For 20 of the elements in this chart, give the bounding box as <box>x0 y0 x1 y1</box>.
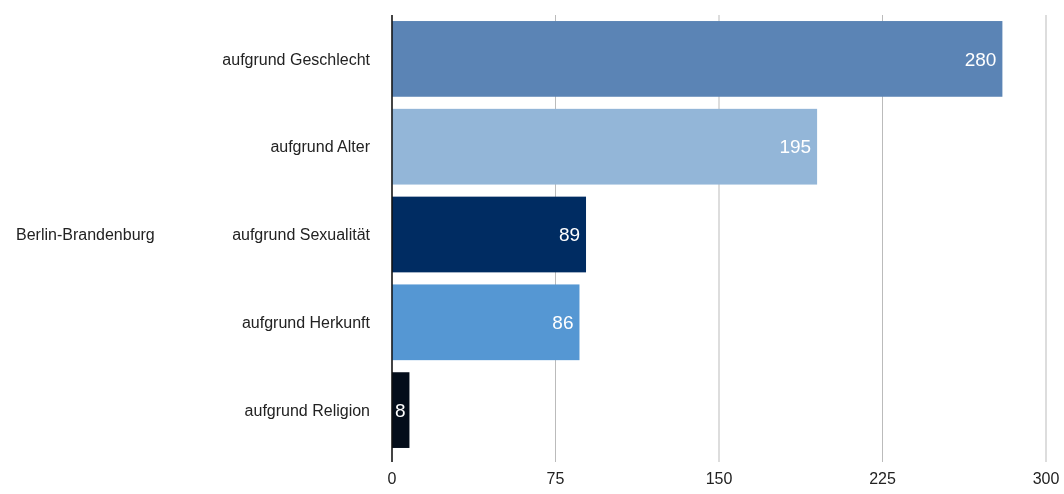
data-label: 89 <box>558 224 581 246</box>
x-tick-label: 150 <box>705 470 733 487</box>
y-tick-label: aufgrund Geschlecht <box>222 50 371 68</box>
bar <box>392 108 818 185</box>
x-tick-label: 75 <box>546 470 565 487</box>
y-axis-title: Berlin-Brandenburg <box>16 226 155 244</box>
bar <box>392 196 587 273</box>
y-tick-label: aufgrund Alter <box>270 138 371 156</box>
y-tick-label: aufgrund Religion <box>244 401 370 419</box>
data-label: 195 <box>779 136 812 158</box>
y-tick-label: aufgrund Herkunft <box>241 313 371 331</box>
data-label: 86 <box>552 311 574 333</box>
x-tick-label: 0 <box>387 470 397 487</box>
y-tick-label: aufgrund Sexualität <box>232 226 371 244</box>
bar <box>392 284 580 361</box>
x-tick-label: 300 <box>1032 470 1060 487</box>
bar <box>392 21 1003 97</box>
data-label: 280 <box>964 48 997 70</box>
data-label: 8 <box>395 399 406 421</box>
x-tick-label: 225 <box>869 470 896 487</box>
